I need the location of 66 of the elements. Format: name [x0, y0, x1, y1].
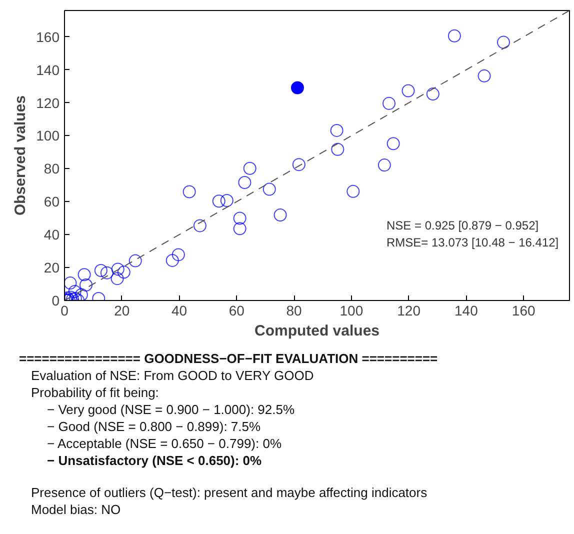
- x-tick-label: 120: [397, 302, 421, 318]
- point: [233, 222, 246, 236]
- x-tick-label: 20: [114, 302, 130, 318]
- point: [74, 288, 88, 300]
- y-tick-label: 80: [44, 160, 60, 177]
- point: [448, 29, 461, 42]
- point: [497, 36, 510, 49]
- point: [117, 266, 130, 279]
- text: − Very good (NSE = 0.900 − 1.000): 92.5%: [46, 401, 296, 418]
- text: Probability of fit being:: [30, 384, 160, 401]
- point: [78, 268, 91, 282]
- x-axis-title: Computed values: [254, 322, 380, 340]
- point: [128, 254, 142, 268]
- text: − Acceptable (NSE = 0.650 − 0.799): 0%: [46, 435, 283, 452]
- point: [478, 69, 491, 82]
- text: Presence of outliers (Q−test): present and maybe affecting indicators: [30, 484, 428, 501]
- text: − Unsatisfactory (NSE < 0.650): 0%: [46, 452, 263, 469]
- point: [346, 184, 360, 198]
- y-tick-label: 0: [52, 292, 60, 308]
- point: [292, 158, 306, 172]
- x-tick-label: 140: [454, 302, 478, 318]
- point: [386, 137, 400, 150]
- point: [426, 88, 440, 101]
- point: [382, 96, 396, 110]
- x-tick-label: 40: [171, 302, 188, 318]
- text: ================ GOODNESS−OF−FIT EVALUATION ==========: [19, 350, 438, 367]
- point: [94, 264, 108, 277]
- x-tick-label: 100: [340, 302, 364, 318]
- point: [166, 254, 179, 267]
- point: [111, 262, 124, 276]
- x-tick-label: 80: [286, 302, 302, 318]
- point: [233, 212, 246, 225]
- point: [262, 182, 276, 196]
- point: [331, 142, 344, 156]
- y-tick-label: 140: [36, 62, 60, 78]
- y-tick-label: 160: [36, 28, 60, 45]
- point: [330, 124, 344, 137]
- point: [274, 208, 287, 222]
- point: [80, 278, 93, 292]
- text: Model bias: NO: [30, 501, 122, 518]
- point: [378, 158, 391, 172]
- point: [172, 248, 185, 262]
- point: [220, 194, 234, 207]
- y-tick-label: 60: [44, 194, 60, 210]
- y-axis-title: Observed values: [12, 95, 30, 216]
- annotation: RMSE= 13.073 [10.48 − 16.412]: [386, 236, 559, 250]
- point: [402, 84, 415, 98]
- point: [64, 276, 77, 290]
- point: [193, 219, 206, 232]
- y-tick-label: 100: [36, 128, 60, 144]
- x-tick-label: 160: [512, 302, 536, 318]
- y-tick-label: 20: [44, 260, 60, 276]
- y-tick-label: 120: [36, 94, 60, 111]
- point: [110, 272, 124, 286]
- annotation: NSE = 0.925 [0.879 − 0.952]: [386, 218, 539, 232]
- point: [243, 162, 256, 175]
- point: [100, 266, 114, 280]
- x-tick-label: 60: [228, 302, 245, 318]
- point: [238, 176, 252, 190]
- text: Evaluation of NSE: From GOOD to VERY GOOD: [30, 367, 315, 384]
- point: [182, 185, 196, 198]
- text: − Good (NSE = 0.800 − 0.899): 7.5%: [46, 418, 262, 435]
- point: [212, 194, 226, 208]
- y-tick-label: 40: [44, 226, 60, 243]
- point: [290, 81, 304, 94]
- point: [68, 284, 82, 298]
